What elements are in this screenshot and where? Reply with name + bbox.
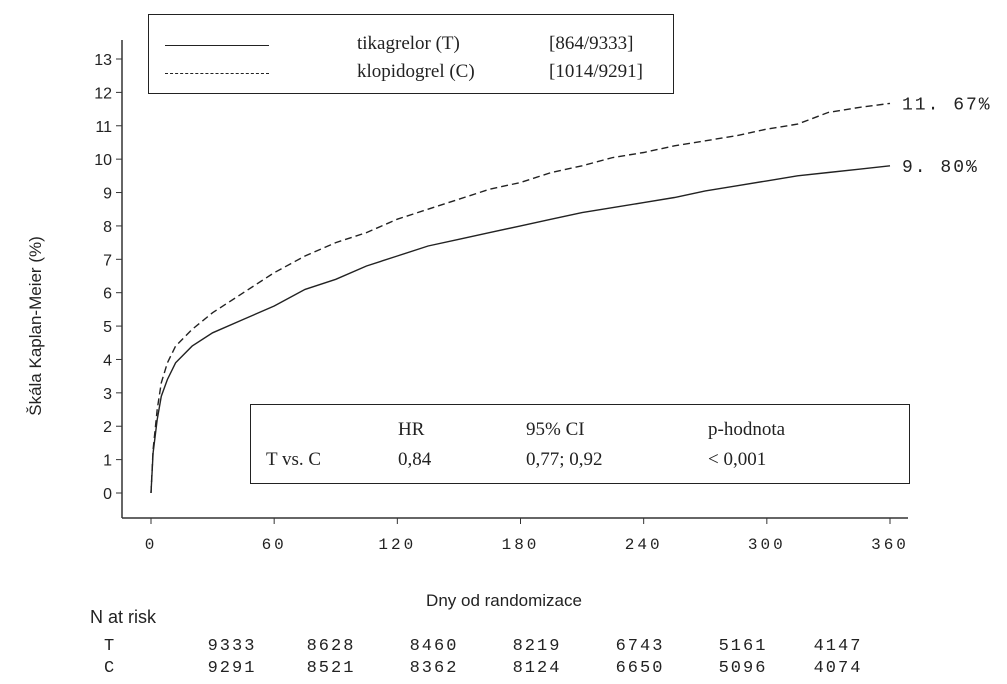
y-tick-label-6: 6: [103, 286, 112, 303]
at-risk-cell: 9291: [207, 659, 257, 678]
y-tick-label-4: 4: [103, 352, 112, 369]
x-axis-label: Dny od randomizace: [426, 591, 582, 610]
at-risk-cell: 6650: [615, 659, 665, 678]
x-tick-label-60: 60: [262, 536, 287, 554]
x-tick-label-240: 240: [625, 536, 663, 554]
series-line-tikagrelor: [150, 165, 891, 494]
at-risk-cell: 8460: [409, 637, 459, 656]
stats-row-label: T vs. C: [266, 449, 322, 470]
at-risk-cell: 8362: [409, 659, 459, 678]
y-tick-label-7: 7: [103, 252, 112, 269]
stats-value-hr: 0,84: [398, 449, 432, 470]
at-risk-cell: 9333: [207, 637, 257, 656]
legend-item-klopidogrel: klopidogrel (C) [1014/9291]: [149, 59, 673, 89]
y-tick-label-11: 11: [95, 119, 112, 136]
legend: tikagrelor (T) [864/9333] klopidogrel (C…: [148, 14, 674, 94]
x-tick-label-120: 120: [378, 536, 416, 554]
y-axis-label: Škála Kaplan-Meier (%): [26, 236, 45, 416]
at-risk-cell: 5161: [718, 637, 768, 656]
at-risk-cell: 4147: [813, 637, 863, 656]
at-risk-row-label-T: T: [104, 637, 115, 656]
at-risk-cell: 8628: [306, 637, 356, 656]
end-label-klopidogrel: 11. 67%: [902, 95, 992, 115]
at-risk-cell: 5096: [718, 659, 768, 678]
legend-label-klopidogrel: klopidogrel (C): [357, 61, 475, 82]
at-risk-title: N at risk: [90, 607, 157, 627]
series-line-klopidogrel: [150, 102, 891, 494]
stats-header-hr: HR: [398, 419, 425, 440]
y-tick-label-3: 3: [103, 386, 112, 403]
stats-header-ci: 95% CI: [526, 419, 585, 440]
x-tick-label-360: 360: [871, 536, 909, 554]
legend-dashed-line-sample: [165, 73, 269, 74]
x-tick-label-180: 180: [502, 536, 540, 554]
stats-header-p: p-hodnota: [708, 419, 786, 440]
at-risk-cell: 8521: [306, 659, 356, 678]
chart-series: 9. 80% 11. 67%: [150, 95, 992, 494]
y-tick-label-9: 9: [103, 186, 112, 203]
legend-count-klopidogrel: [1014/9291]: [549, 61, 643, 82]
y-tick-label-1: 1: [103, 453, 112, 470]
at-risk-cell: 8219: [512, 637, 562, 656]
hazard-ratio-box: HR 95% CI p-hodnota T vs. C 0,84 0,77; 0…: [250, 404, 910, 484]
y-tick-label-13: 13: [94, 52, 112, 69]
at-risk-row-label-C: C: [104, 659, 115, 678]
stats-value-ci: 0,77; 0,92: [526, 449, 603, 470]
legend-label-tikagrelor: tikagrelor (T): [357, 33, 460, 54]
end-label-tikagrelor: 9. 80%: [902, 158, 979, 178]
y-tick-label-0: 0: [103, 486, 112, 503]
at-risk-cell: 8124: [512, 659, 562, 678]
x-tick-label-300: 300: [748, 536, 786, 554]
y-tick-label-12: 12: [94, 85, 112, 102]
at-risk-cell: 4074: [813, 659, 863, 678]
y-tick-label-8: 8: [103, 219, 112, 236]
legend-solid-line-sample: [165, 45, 269, 46]
y-tick-label-2: 2: [103, 419, 112, 436]
y-tick-label-10: 10: [94, 152, 112, 169]
legend-item-tikagrelor: tikagrelor (T) [864/9333]: [149, 31, 673, 61]
legend-count-tikagrelor: [864/9333]: [549, 33, 634, 54]
stats-value-p: < 0,001: [708, 449, 767, 470]
at-risk-cell: 6743: [615, 637, 665, 656]
y-tick-label-5: 5: [103, 319, 112, 336]
x-tick-label-0: 0: [145, 536, 158, 554]
